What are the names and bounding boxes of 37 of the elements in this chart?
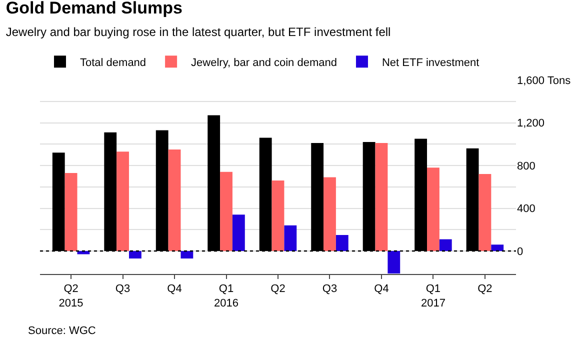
bar	[427, 168, 440, 252]
bar	[478, 174, 492, 252]
y-tick-label: 0	[517, 246, 524, 258]
x-tick-label: Q3	[115, 283, 130, 296]
bar	[375, 143, 388, 252]
y-tick-label: 1,600 Tons	[517, 74, 572, 87]
chart-title: Gold Demand Slumps	[6, 0, 182, 18]
legend-label: Jewelry, bar and coin demand	[191, 56, 337, 69]
x-tick-label: Q2	[478, 283, 492, 296]
y-tick-label: 1,200	[517, 118, 545, 130]
bar	[180, 251, 194, 258]
bar	[336, 234, 348, 252]
x-tick-label: Q1 2017	[420, 283, 446, 310]
y-tick-label: 400	[517, 203, 536, 216]
x-tick-label: Q4	[374, 283, 389, 296]
x-tick-label: Q2 2015	[58, 283, 84, 310]
source-note: Source: WGC	[28, 325, 96, 337]
bar	[232, 214, 245, 252]
x-tick-label: Q4	[167, 283, 182, 296]
legend-label: Net ETF investment	[382, 56, 480, 69]
bar	[491, 244, 504, 252]
bar	[272, 180, 284, 252]
x-tick-label: Q3	[322, 283, 338, 296]
x-tick-label: Q1 2016	[214, 283, 238, 310]
x-tick-label: Q2	[270, 283, 286, 296]
bar	[116, 152, 129, 252]
bar	[64, 172, 78, 252]
chart-subtitle: Jewelry and bar buying rose in the latest quarter, but ETF investment fell	[6, 24, 391, 39]
bar	[128, 251, 142, 258]
y-tick-label: 800	[517, 160, 536, 172]
bar	[220, 172, 232, 252]
bar	[284, 225, 297, 252]
legend-label: Total demand	[80, 56, 146, 69]
bar	[168, 149, 181, 252]
bar	[388, 251, 400, 274]
bar	[439, 239, 452, 252]
bar	[324, 177, 336, 252]
